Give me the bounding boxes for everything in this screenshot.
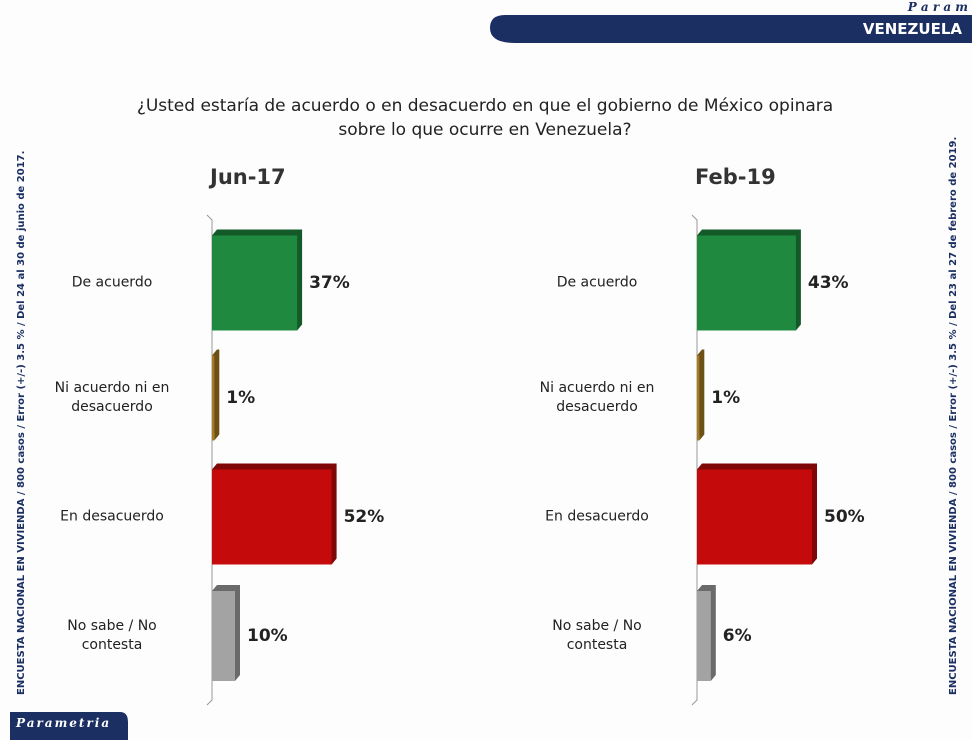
bar [212, 469, 332, 565]
value-label: 52% [343, 507, 385, 527]
category-label: En desacuerdo [545, 508, 649, 525]
value-label: 50% [824, 507, 865, 527]
bar [697, 355, 700, 441]
question: ¿Usted estaría de acuerdo o en desacuerd… [136, 96, 834, 140]
bar [212, 355, 215, 441]
header-band [490, 15, 972, 43]
value-label: 1% [226, 388, 256, 408]
axis-line [206, 214, 213, 706]
category-label: De acuerdo [556, 274, 638, 291]
category-label: De acuerdo [71, 274, 153, 291]
bar [697, 235, 796, 331]
side-note: ENCUESTA NACIONAL EN VIVIENDA / 800 caso… [948, 136, 959, 695]
footer-logo [10, 712, 128, 740]
side-note: ENCUESTA NACIONAL EN VIVIENDA / 800 caso… [16, 150, 27, 695]
category-label: No sabe / No contesta [552, 618, 642, 653]
chart-title: Jun-17 [210, 165, 286, 189]
value-label: 43% [807, 273, 849, 293]
footer-brand: Parametria [16, 716, 112, 730]
bar [212, 591, 235, 681]
value-label: 6% [722, 626, 752, 646]
bar [212, 235, 298, 331]
bar [697, 469, 812, 565]
value-label: 37% [309, 273, 350, 293]
category-label: No sabe / No contesta [67, 618, 157, 653]
category-label: En desacuerdo [60, 508, 164, 525]
chart-title: Feb-19 [695, 165, 776, 189]
category-label: Ni acuerdo ni en desacuerdo [54, 380, 170, 415]
brand: P a r a m [907, 0, 968, 14]
section-title: VENEZUELA [862, 20, 962, 38]
bar [697, 591, 711, 681]
axis-line [691, 214, 698, 706]
value-label: 10% [247, 626, 288, 646]
value-label: 1% [711, 388, 741, 408]
category-label: Ni acuerdo ni en desacuerdo [539, 380, 655, 415]
